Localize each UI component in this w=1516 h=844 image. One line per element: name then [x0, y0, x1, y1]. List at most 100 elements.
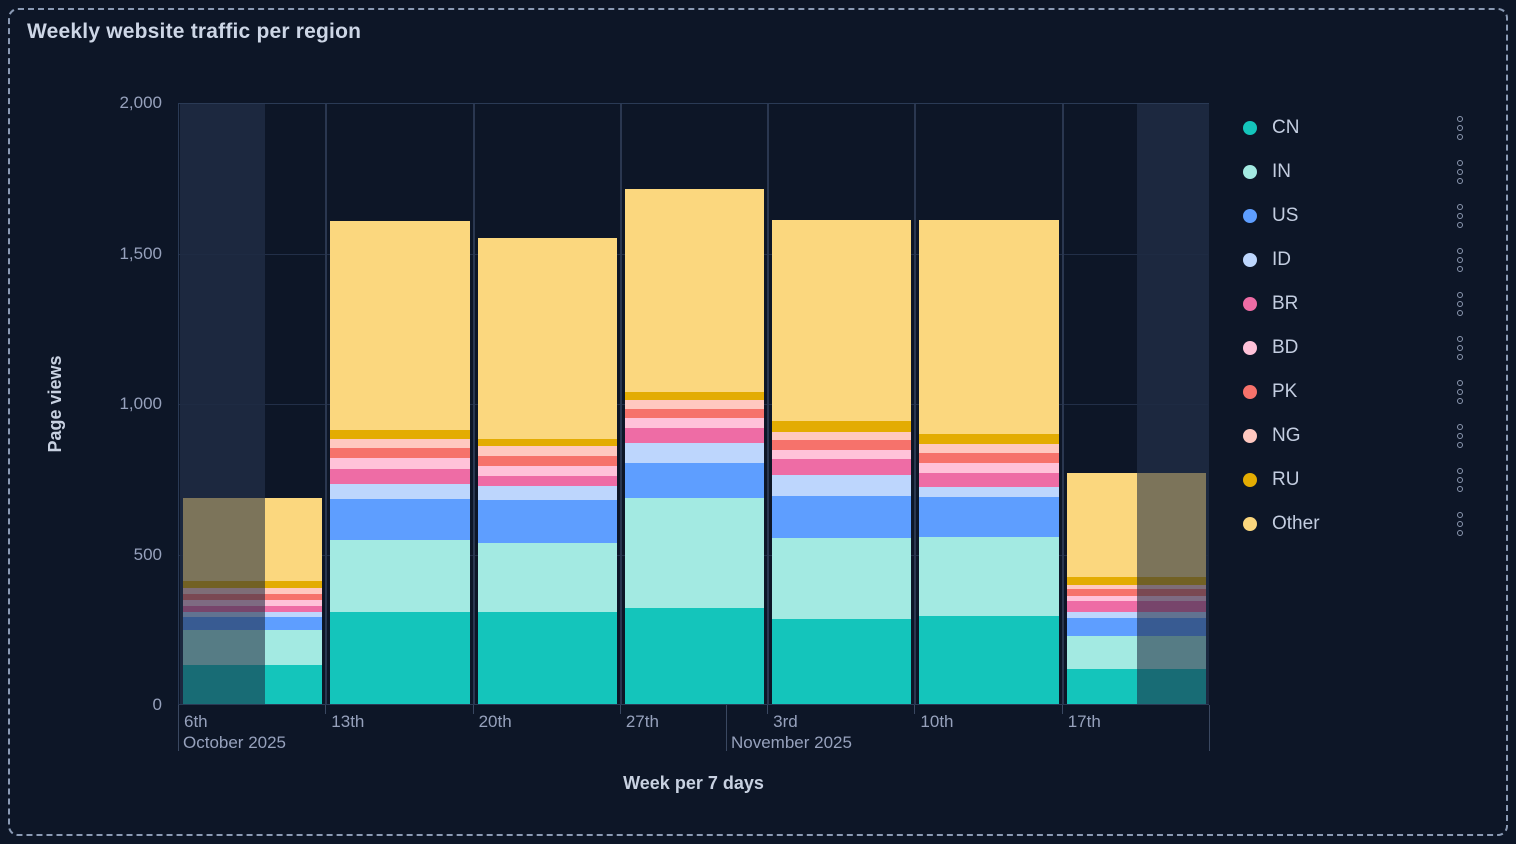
- v-gridline: [472, 104, 475, 704]
- bar-segment-BD[interactable]: [330, 458, 470, 470]
- bar-segment-US[interactable]: [330, 499, 470, 541]
- bar-segment-NG[interactable]: [919, 444, 1059, 454]
- bar-segment-BD[interactable]: [772, 449, 912, 459]
- y-tick-label: 2,000: [119, 93, 162, 112]
- legend-item-IN[interactable]: IN: [1240, 150, 1472, 194]
- bar-segment-CN[interactable]: [330, 612, 470, 704]
- legend-menu-kebab-icon[interactable]: [1454, 465, 1466, 495]
- bar-segment-Other[interactable]: [772, 219, 912, 421]
- x-tick-label: 27th: [625, 712, 659, 731]
- bar-segment-IN[interactable]: [624, 497, 765, 608]
- bar-segment-ID[interactable]: [772, 474, 912, 497]
- bar-segment-PK[interactable]: [772, 439, 912, 450]
- bar-segment-NG[interactable]: [330, 439, 470, 449]
- legend-color-dot: [1243, 429, 1257, 443]
- bar-segment-BD[interactable]: [624, 417, 765, 428]
- legend-color-dot: [1243, 473, 1257, 487]
- legend-menu-kebab-icon[interactable]: [1454, 201, 1466, 231]
- bar-segment-RU[interactable]: [1066, 577, 1206, 586]
- x-tick-label: 3rd: [773, 712, 798, 731]
- bar-segment-RU[interactable]: [772, 420, 912, 432]
- bar-segment-ID[interactable]: [477, 486, 617, 501]
- legend-menu-kebab-icon[interactable]: [1454, 333, 1466, 363]
- bar-segment-BR[interactable]: [772, 458, 912, 475]
- bar-segment-RU[interactable]: [624, 391, 765, 400]
- bar-segment-Other[interactable]: [330, 221, 470, 431]
- legend-item-ID[interactable]: ID: [1240, 238, 1472, 282]
- bar-segment-RU[interactable]: [330, 430, 470, 440]
- bar-segment-PK[interactable]: [330, 448, 470, 459]
- legend-item-PK[interactable]: PK: [1240, 370, 1472, 414]
- x-month-label: November 2025: [731, 733, 852, 752]
- bar-segment-BR[interactable]: [330, 469, 470, 485]
- bar-segment-BD[interactable]: [477, 466, 617, 477]
- bar-segment-US[interactable]: [919, 496, 1059, 537]
- bar-segment-NG[interactable]: [772, 431, 912, 440]
- bar-segment-CN[interactable]: [772, 619, 912, 704]
- bar-segment-IN[interactable]: [477, 543, 617, 613]
- bar-segment-CN[interactable]: [477, 612, 617, 704]
- partial-bucket-overlay-right: [1137, 104, 1209, 704]
- bar-segment-IN[interactable]: [772, 538, 912, 620]
- bar-segment-IN[interactable]: [330, 540, 470, 613]
- bar-segment-BR[interactable]: [477, 476, 617, 487]
- bar-segment-PK[interactable]: [919, 453, 1059, 464]
- legend-color-dot: [1243, 253, 1257, 267]
- legend-menu-kebab-icon[interactable]: [1454, 113, 1466, 143]
- bar-segment-US[interactable]: [772, 496, 912, 539]
- bar-segment-NG[interactable]: [477, 446, 617, 457]
- legend-menu-kebab-icon[interactable]: [1454, 289, 1466, 319]
- legend-color-dot: [1243, 517, 1257, 531]
- bar-segment-CN[interactable]: [919, 616, 1059, 704]
- legend-menu-kebab-icon[interactable]: [1454, 509, 1466, 539]
- legend-item-label: RU: [1272, 469, 1300, 490]
- bar-segment-ID[interactable]: [919, 487, 1059, 497]
- legend-menu-kebab-icon[interactable]: [1454, 421, 1466, 451]
- bar-segment-BR[interactable]: [624, 427, 765, 443]
- legend-item-CN[interactable]: CN: [1240, 106, 1472, 150]
- bar-segment-ID[interactable]: [1066, 611, 1206, 618]
- bar-segment-ID[interactable]: [624, 442, 765, 463]
- bar-segment-Other[interactable]: [624, 188, 765, 392]
- y-tick-label: 500: [133, 544, 162, 564]
- legend-item-NG[interactable]: NG: [1240, 414, 1472, 458]
- bar-segment-BD[interactable]: [1066, 596, 1206, 602]
- legend-menu-kebab-icon[interactable]: [1454, 377, 1466, 407]
- legend-item-US[interactable]: US: [1240, 194, 1472, 238]
- bar-segment-RU[interactable]: [477, 439, 617, 447]
- bar-segment-PK[interactable]: [624, 408, 765, 418]
- chart-title: Weekly website traffic per region: [27, 20, 362, 43]
- bar-segment-BD[interactable]: [919, 463, 1059, 474]
- legend-menu-kebab-icon[interactable]: [1454, 157, 1466, 187]
- bar-segment-NG[interactable]: [1066, 585, 1206, 590]
- bar-segment-CN[interactable]: [624, 607, 765, 704]
- bar-segment-US[interactable]: [624, 462, 765, 498]
- legend-color-dot: [1243, 385, 1257, 399]
- legend-item-BD[interactable]: BD: [1240, 326, 1472, 370]
- legend-color-dot: [1243, 121, 1257, 135]
- x-tick-mark: [1061, 705, 1063, 714]
- bar-column-20th: [477, 237, 617, 704]
- legend-item-label: NG: [1272, 425, 1301, 446]
- bar-segment-IN[interactable]: [919, 536, 1059, 617]
- legend-menu-kebab-icon[interactable]: [1454, 245, 1466, 275]
- bar-segment-NG[interactable]: [624, 399, 765, 409]
- bar-segment-Other[interactable]: [919, 220, 1059, 435]
- legend-item-BR[interactable]: BR: [1240, 282, 1472, 326]
- bar-segment-ID[interactable]: [330, 484, 470, 500]
- bar-segment-US[interactable]: [477, 500, 617, 544]
- bar-segment-PK[interactable]: [1066, 589, 1206, 597]
- bar-segment-PK[interactable]: [477, 456, 617, 467]
- bar-segment-BR[interactable]: [919, 473, 1059, 488]
- x-month-label: October 2025: [183, 733, 287, 752]
- legend-item-label: CN: [1272, 117, 1300, 138]
- legend-item-Other[interactable]: Other: [1240, 502, 1472, 546]
- x-tick-label: 20th: [478, 712, 512, 731]
- x-tick-mark: [914, 705, 916, 714]
- bar-segment-Other[interactable]: [477, 237, 617, 440]
- legend-item-label: IN: [1272, 161, 1291, 182]
- legend-item-RU[interactable]: RU: [1240, 458, 1472, 502]
- bar-segment-BR[interactable]: [1066, 601, 1206, 612]
- bar-segment-RU[interactable]: [919, 434, 1059, 445]
